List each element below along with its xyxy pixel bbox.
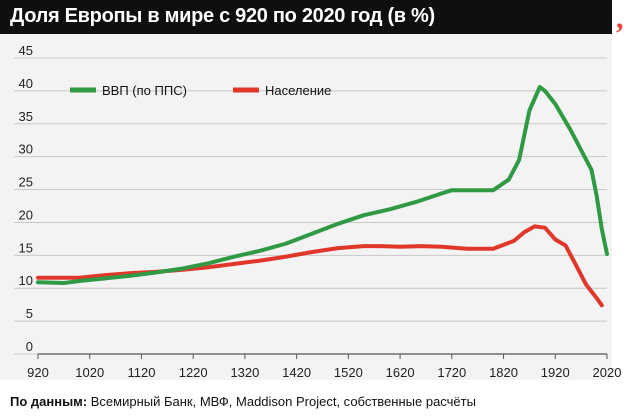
legend-population-label: Население bbox=[265, 83, 331, 98]
y-tick-label: 30 bbox=[19, 142, 33, 157]
x-tick-label: 1620 bbox=[386, 365, 415, 380]
chart-panel bbox=[0, 34, 612, 380]
y-tick-label: 40 bbox=[19, 76, 33, 91]
y-tick-label: 0 bbox=[26, 339, 33, 354]
title-bar: Доля Европы в мире с 920 по 2020 год (в … bbox=[0, 0, 612, 34]
source-text: Всемирный Банк, МВФ, Maddison Project, с… bbox=[87, 394, 476, 409]
population-series-line bbox=[36, 224, 604, 308]
x-tick-label: 1920 bbox=[541, 365, 570, 380]
x-tick-label: 1720 bbox=[437, 365, 466, 380]
y-tick-label: 35 bbox=[19, 109, 33, 124]
y-tick-label: 25 bbox=[19, 175, 33, 190]
source-label: По данным: bbox=[10, 394, 88, 409]
x-tick-label: 920 bbox=[27, 365, 49, 380]
x-tick-label: 2020 bbox=[593, 365, 622, 380]
y-tick-label: 15 bbox=[19, 240, 33, 255]
x-tick-label: 1520 bbox=[334, 365, 363, 380]
y-tick-label: 45 bbox=[19, 43, 33, 58]
x-tick-label: 1120 bbox=[127, 365, 155, 380]
y-tick-label: 20 bbox=[19, 207, 33, 222]
y-tick-label: 10 bbox=[19, 273, 33, 288]
x-tick-label: 1320 bbox=[230, 365, 259, 380]
chart-title: Доля Европы в мире с 920 по 2020 год (в … bbox=[10, 5, 435, 27]
x-tick-label: 1020 bbox=[75, 365, 104, 380]
gdp-series-line bbox=[36, 84, 609, 285]
x-tick-label: 1220 bbox=[179, 365, 208, 380]
x-tick-label: 1820 bbox=[489, 365, 518, 380]
legend-gdp-label: ВВП (по ППС) bbox=[102, 83, 187, 98]
publisher-logo: , bbox=[616, 2, 624, 35]
source-note: По данным: Всемирный Банк, МВФ, Maddison… bbox=[10, 394, 476, 409]
y-tick-label: 5 bbox=[26, 306, 33, 321]
x-tick-label: 1420 bbox=[282, 365, 311, 380]
